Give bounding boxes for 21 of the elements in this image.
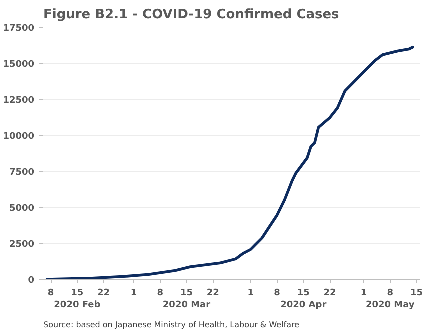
y-tick-label: 15000 xyxy=(3,60,34,70)
x-tick-label: 22 xyxy=(324,288,336,298)
line-series xyxy=(46,46,414,280)
chart-title: Figure B2.1 - COVID-19 Confirmed Cases xyxy=(44,8,340,22)
x-tick-label: 8 xyxy=(157,288,164,298)
x-tick-label: 22 xyxy=(206,288,220,298)
y-tick-label: 12500 xyxy=(3,96,34,106)
y-tick-label: 7500 xyxy=(9,168,35,178)
x-tick-label: 1 xyxy=(360,288,368,298)
y-tick-label: 0 xyxy=(28,276,35,286)
y-tick-label: 5000 xyxy=(9,204,35,214)
x-tick-label: 22 xyxy=(98,288,110,298)
x-tick-label: 8 xyxy=(274,288,280,298)
y-tick-label: 17500 xyxy=(3,24,34,34)
x-tick-label: 8 xyxy=(48,288,54,298)
source-note: Source: based on Japanese Ministry of Health, Labour & Welfare xyxy=(44,320,300,330)
x-tick-label: 1 xyxy=(248,288,254,298)
x-tick-label: 1 xyxy=(130,288,138,298)
y-tick-label: 10000 xyxy=(3,132,34,142)
x-tick-label: 15 xyxy=(410,288,423,298)
y-tick-label: 2500 xyxy=(9,240,35,250)
